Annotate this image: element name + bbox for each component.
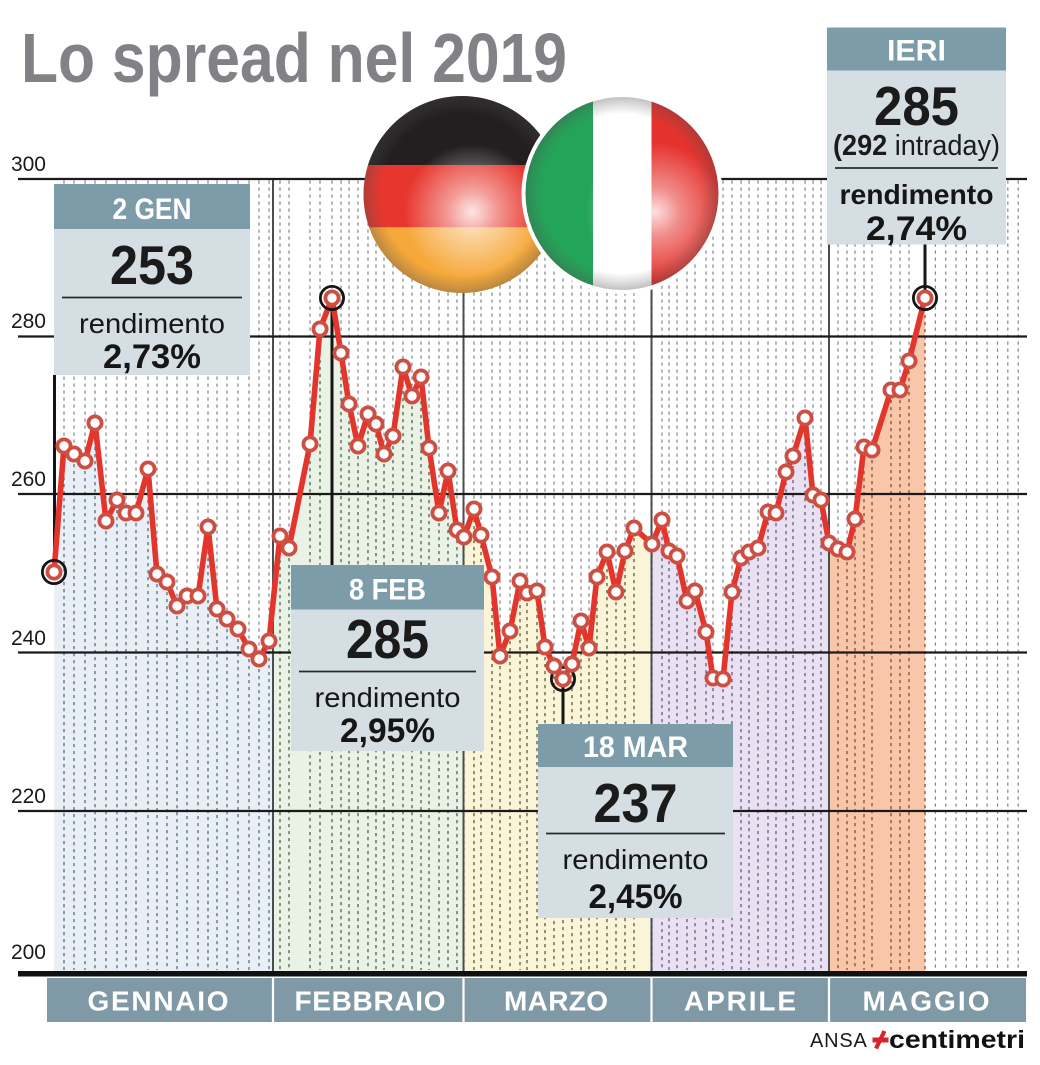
svg-text:rendimento: rendimento <box>79 308 225 339</box>
svg-text:ANSA: ANSA <box>810 1030 868 1052</box>
svg-text:253: 253 <box>110 234 194 296</box>
svg-text:285: 285 <box>874 75 959 137</box>
svg-text:285: 285 <box>346 608 429 670</box>
svg-text:rendimento: rendimento <box>315 682 461 713</box>
svg-text:8 FEB: 8 FEB <box>349 574 426 607</box>
svg-text:rendimento: rendimento <box>840 179 994 210</box>
svg-text:IERI: IERI <box>887 35 946 68</box>
svg-text:300: 300 <box>11 153 46 176</box>
svg-text:2,73%: 2,73% <box>103 338 201 376</box>
svg-text:2,45%: 2,45% <box>589 878 683 916</box>
svg-text:280: 280 <box>11 310 46 333</box>
svg-text:MARZO: MARZO <box>504 986 608 1017</box>
svg-text:2,95%: 2,95% <box>340 712 435 750</box>
svg-text:2,74%: 2,74% <box>866 210 967 248</box>
svg-text:FEBBRAIO: FEBBRAIO <box>295 986 446 1017</box>
svg-text:18 MAR: 18 MAR <box>583 731 688 764</box>
svg-text:237: 237 <box>594 772 678 834</box>
svg-text:rendimento: rendimento <box>563 844 709 875</box>
svg-text:260: 260 <box>11 468 46 491</box>
svg-text:240: 240 <box>11 627 46 650</box>
svg-text:MAGGIO: MAGGIO <box>863 986 990 1017</box>
svg-text:Lo spread nel 2019: Lo spread nel 2019 <box>21 19 567 97</box>
svg-text:GENNAIO: GENNAIO <box>88 986 229 1017</box>
svg-text:220: 220 <box>11 785 46 808</box>
svg-text:2 GEN: 2 GEN <box>113 193 192 226</box>
svg-text:centimetri: centimetri <box>889 1026 1025 1054</box>
svg-text:200: 200 <box>11 941 46 964</box>
svg-text:(292 intraday): (292 intraday) <box>833 130 1000 162</box>
svg-text:APRILE: APRILE <box>684 986 796 1017</box>
